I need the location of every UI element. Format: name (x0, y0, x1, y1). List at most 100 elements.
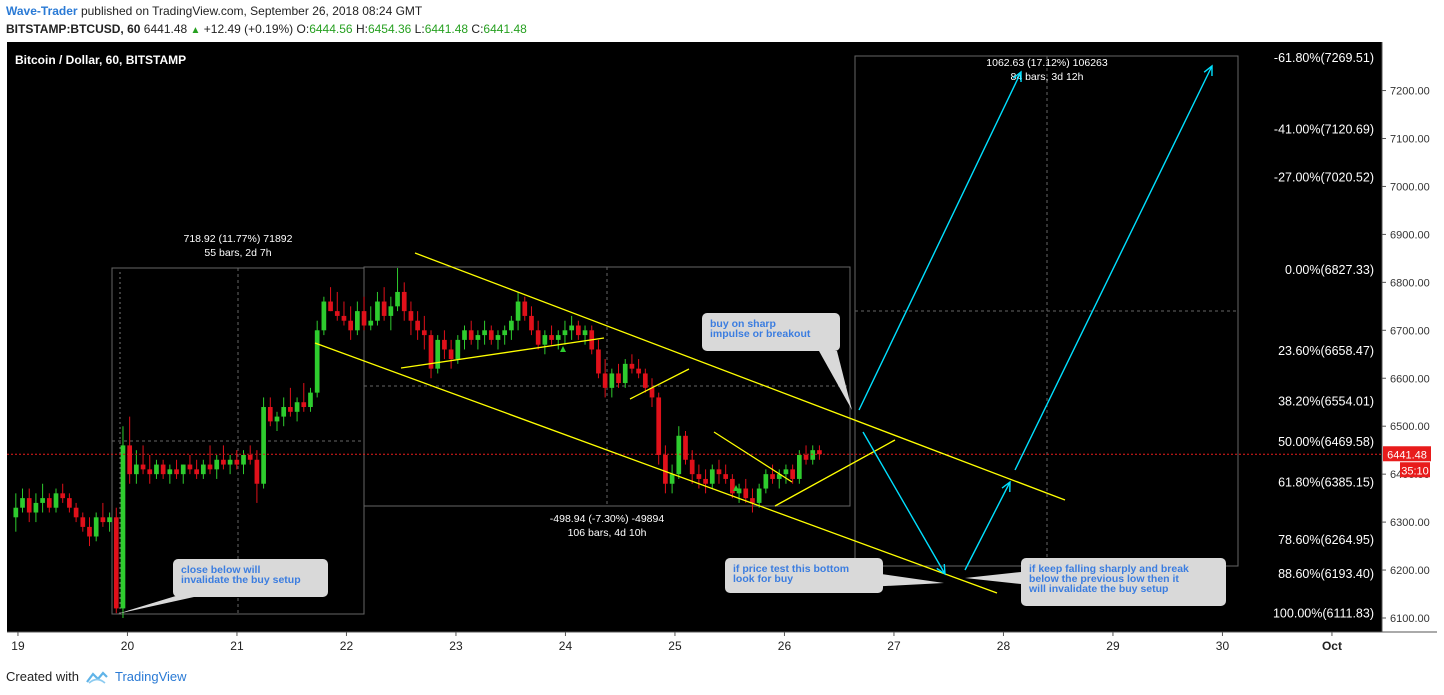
x-tick-label: 23 (449, 639, 463, 653)
x-tick-label: 21 (230, 639, 244, 653)
time-axis-background (7, 632, 1437, 662)
candle-body (763, 474, 769, 489)
candle-body (421, 330, 427, 336)
y-tick-label: 6300.00 (1390, 517, 1430, 529)
candle-body (448, 349, 454, 360)
current-price-label: 6441.48 (1387, 449, 1427, 461)
chart-area[interactable]: Bitcoin / Dollar, 60, BITSTAMP 6100.00 620… (7, 42, 1437, 662)
callout-text: will invalidate the buy setup (1028, 583, 1168, 595)
fib-level-label: 50.00%(6469.58) (1278, 435, 1374, 449)
callout-text: look for buy (733, 573, 793, 585)
close-label: C: (471, 22, 484, 36)
arrow-head-icon (1012, 70, 1022, 83)
candle-body (582, 330, 588, 336)
candle-body (40, 498, 45, 503)
high-value: 6454.36 (367, 22, 412, 36)
candle-body (388, 306, 394, 316)
candle-body (428, 335, 434, 369)
callout-box (1021, 558, 1226, 606)
candle-body (200, 464, 206, 475)
callout-box (702, 313, 840, 351)
candle-body (468, 330, 474, 340)
arrow-head-icon (936, 563, 946, 576)
candle-body (361, 311, 367, 326)
open-value: 6444.56 (309, 22, 353, 36)
x-tick-label: 28 (997, 639, 1011, 653)
marker-triangle-icon (560, 346, 566, 352)
candle-body (261, 407, 266, 484)
candle-body (308, 392, 313, 408)
callout-text: close below will (181, 564, 260, 576)
candle-body (743, 488, 749, 499)
candle-body (555, 335, 561, 340)
projection-arrow (858, 71, 1022, 411)
tradingview-link[interactable]: TradingView (114, 669, 187, 684)
candle-body (294, 402, 300, 412)
candle-body (67, 498, 72, 508)
candle-body (629, 363, 635, 369)
high-label: H: (355, 22, 368, 36)
candle-body (656, 397, 662, 455)
fib-level-label: 78.60%(6264.95) (1278, 533, 1374, 547)
countdown-label: 35:10 (1401, 465, 1429, 477)
tradingview-logo-icon (86, 670, 108, 684)
last-price: 6441.48 (143, 22, 188, 36)
chart-title: Bitcoin / Dollar, 60, BITSTAMP (15, 53, 186, 67)
trend-line (713, 431, 793, 483)
measurement-line1: 1062.63 (17.12%) 106263 (986, 57, 1108, 69)
fib-level-label: 0.00%(6827.33) (1285, 263, 1374, 277)
candle-body (642, 373, 648, 388)
publish-info: published on TradingView.com, September … (80, 4, 423, 18)
fib-level-label: 38.20%(6554.01) (1278, 394, 1374, 408)
candle-body (207, 464, 213, 470)
candle-body (649, 387, 655, 398)
callout-tail (965, 572, 1021, 584)
trend-line (314, 342, 998, 594)
candle-body (80, 517, 86, 527)
candle-body (247, 454, 253, 460)
candle-body (542, 335, 548, 345)
author-link[interactable]: Wave-Trader (6, 4, 78, 18)
candle-body (26, 498, 32, 513)
candle-body (622, 363, 628, 384)
candle-body (609, 373, 615, 388)
price-chart[interactable]: Bitcoin / Dollar, 60, BITSTAMP 6100.00 620… (7, 42, 1437, 662)
fib-level-label: 61.80%(6385.15) (1278, 475, 1374, 489)
x-tick-label: 26 (778, 639, 792, 653)
projection-arrow (1014, 65, 1213, 471)
y-tick-label: 6800.00 (1390, 277, 1430, 289)
candle-body (381, 301, 387, 316)
footer: Created with TradingView (6, 669, 187, 684)
plot-background (7, 42, 1382, 632)
y-tick-label: 6200.00 (1390, 565, 1430, 577)
candle-body (46, 498, 52, 508)
candle-body (267, 407, 273, 422)
candle-body (569, 325, 574, 331)
candle-body (790, 469, 795, 479)
candle-body (723, 474, 729, 479)
candle-body (107, 517, 112, 523)
x-tick-label: 20 (121, 639, 135, 653)
candle-body (776, 474, 782, 479)
candle-body (341, 315, 347, 321)
trend-line (400, 337, 605, 369)
candle-body (515, 301, 521, 321)
callout-tail (867, 572, 944, 587)
measurement-line2: 84 bars, 3d 12h (1011, 71, 1084, 83)
trend-line (629, 368, 690, 400)
candle-body (596, 349, 601, 374)
candle-body (562, 330, 568, 336)
callout-text: if keep falling sharply and break (1029, 563, 1189, 575)
candle-body (683, 435, 688, 460)
x-tick-label: 19 (11, 639, 25, 653)
candle-body (93, 517, 99, 537)
measurement-line1: 718.92 (11.77%) 71892 (184, 233, 293, 245)
candle-body (616, 373, 621, 384)
candle-body (756, 488, 762, 503)
callout-box (173, 559, 328, 597)
open-label: O: (296, 22, 310, 36)
y-tick-label: 6500.00 (1390, 421, 1430, 433)
candle-body (254, 459, 260, 484)
candle-body (147, 469, 153, 475)
candle-body (13, 507, 19, 518)
